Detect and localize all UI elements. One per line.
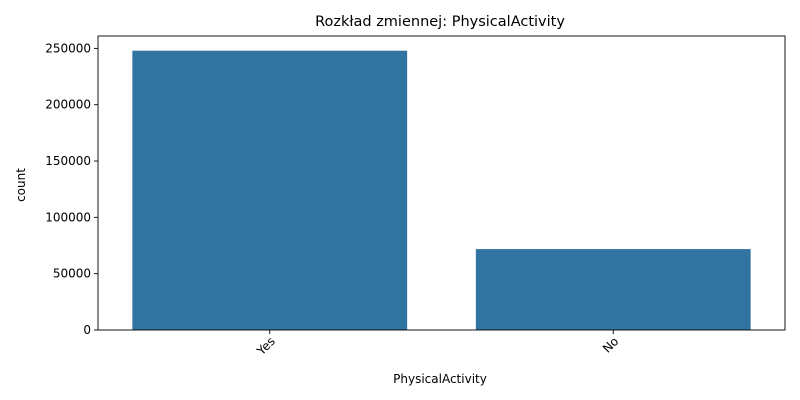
plot-frame: [97, 35, 786, 331]
y-tick-label: 0: [83, 323, 91, 337]
bar-no: [475, 249, 751, 330]
x-axis: Yes No: [254, 330, 621, 359]
x-tick-label: No: [600, 334, 621, 355]
chart-title: Rozkład zmiennej: PhysicalActivity: [315, 14, 565, 30]
x-tick-label: Yes: [254, 334, 278, 358]
bars-group: [132, 50, 751, 331]
y-tick-label: 200000: [45, 98, 91, 112]
y-tick-label: 250000: [45, 41, 91, 55]
y-tick-label: 50000: [53, 267, 91, 281]
y-axis: 0 50000 100000 150000 200000 250000: [45, 41, 98, 337]
y-axis-label: count: [14, 168, 28, 202]
y-tick-label: 100000: [45, 210, 91, 224]
y-tick-label: 150000: [45, 154, 91, 168]
x-axis-label: PhysicalActivity: [393, 372, 487, 386]
bar-yes: [132, 50, 408, 331]
